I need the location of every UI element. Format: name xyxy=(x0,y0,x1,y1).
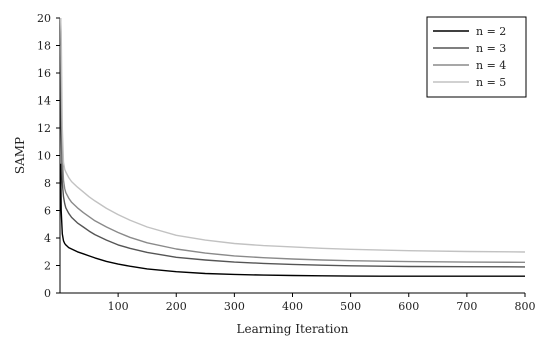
x-tick-label: 700 xyxy=(456,300,477,313)
legend-label: n = 2 xyxy=(476,25,506,38)
x-tick-label: 300 xyxy=(224,300,245,313)
x-axis: 100 200 300 400 500 600 700 800 xyxy=(108,293,536,313)
series-line-n4 xyxy=(59,17,526,263)
y-tick-label: 18 xyxy=(37,40,51,53)
y-tick-label: 6 xyxy=(44,205,51,218)
y-axis: 0 2 4 6 8 10 12 14 16 18 20 xyxy=(37,12,60,300)
legend-label: n = 5 xyxy=(476,76,506,89)
y-axis-label: SAMP xyxy=(13,137,27,174)
legend: n = 2 n = 3 n = 4 n = 5 xyxy=(426,16,527,98)
y-tick-label: 8 xyxy=(44,177,51,190)
y-tick-label: 14 xyxy=(37,95,51,108)
y-tick-label: 10 xyxy=(37,150,51,163)
x-tick-label: 100 xyxy=(108,300,129,313)
x-tick-label: 400 xyxy=(282,300,303,313)
y-tick-label: 0 xyxy=(44,287,51,300)
series-lines xyxy=(59,17,526,277)
series-line-n3 xyxy=(59,45,526,268)
y-tick-label: 20 xyxy=(37,12,51,25)
y-tick-label: 12 xyxy=(37,122,51,135)
x-tick-label: 200 xyxy=(166,300,187,313)
series-line-n2 xyxy=(59,163,525,277)
x-tick-label: 500 xyxy=(340,300,361,313)
y-tick-label: 4 xyxy=(44,232,51,245)
legend-label: n = 4 xyxy=(476,59,506,72)
series-line-n5 xyxy=(59,17,526,253)
x-tick-label: 800 xyxy=(515,300,536,313)
x-tick-label: 600 xyxy=(398,300,419,313)
y-tick-label: 16 xyxy=(37,67,51,80)
y-tick-label: 2 xyxy=(44,260,51,273)
x-axis-label: Learning Iteration xyxy=(237,322,349,336)
legend-label: n = 3 xyxy=(476,42,506,55)
